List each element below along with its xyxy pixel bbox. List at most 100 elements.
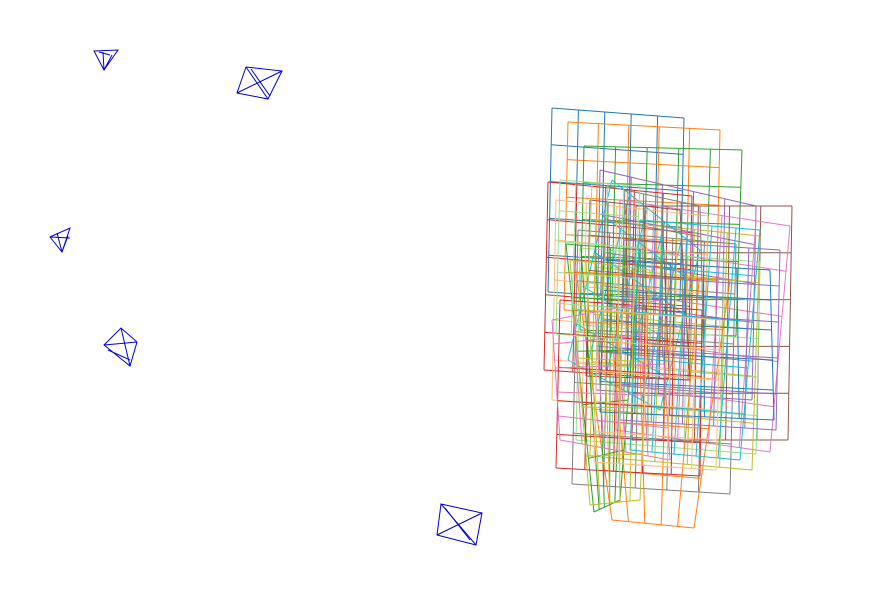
board-grid-line [550, 181, 683, 192]
camera-outline [236, 66, 283, 100]
board-grid-line [623, 239, 781, 251]
board-grid-line [575, 439, 757, 455]
board-grid-line [660, 276, 669, 525]
camera-edge [436, 512, 483, 536]
camera-frustum [49, 227, 71, 254]
board-grid-line [575, 247, 581, 441]
board-grid-line [556, 433, 701, 444]
board-grid-line [738, 220, 757, 448]
board-grid-line [717, 227, 737, 459]
board-grid-line [581, 406, 645, 409]
board-grid-line [651, 221, 665, 453]
board-grid-line [585, 287, 677, 347]
board-grid-line [613, 303, 618, 472]
calibration-board [555, 179, 641, 341]
board-grid-line [619, 245, 787, 272]
board-grid-line [599, 169, 757, 207]
board-grid-line [599, 185, 607, 353]
board-grid-line [643, 205, 649, 379]
board-grid-line [601, 183, 609, 338]
board-grid-line [577, 357, 647, 363]
board-grid-line [556, 302, 634, 310]
board-grid-line [614, 248, 626, 503]
board-grid-line [558, 366, 702, 377]
board-grid-line [547, 291, 681, 301]
board-grid-line [654, 126, 660, 315]
board-grid-line [551, 199, 557, 401]
board-grid-line [637, 265, 757, 277]
board-grid-line [596, 370, 719, 381]
board-grid-line [567, 159, 720, 169]
camera-edge [236, 70, 283, 94]
board-grid-line [787, 205, 793, 441]
board-grid-line [567, 121, 721, 131]
board-grid-line [551, 107, 685, 119]
board-grid-line [686, 229, 695, 465]
board-grid-line [695, 225, 713, 457]
board-grid-line [571, 297, 637, 301]
board-grid-line [693, 279, 731, 529]
board-grid-line [604, 218, 701, 238]
board-grid-line [585, 261, 601, 505]
board-grid-line [611, 519, 695, 529]
board-grid-line [565, 243, 641, 251]
board-grid-line [558, 241, 637, 249]
board-grid-line [673, 148, 680, 334]
board-grid-line [617, 311, 623, 464]
board-grid-line [572, 184, 578, 373]
board-grid-line [691, 317, 697, 469]
board-grid-line [680, 201, 684, 359]
board-grid-line [729, 243, 737, 495]
board-grid-line [555, 467, 701, 477]
board-grid-line [639, 219, 761, 231]
board-grid-line [593, 461, 717, 471]
board-grid-line [585, 375, 691, 381]
calibration-boards [543, 107, 793, 529]
board-grid-line [555, 299, 561, 469]
board-grid-line [555, 333, 633, 341]
board-grid-line [681, 243, 687, 425]
board-grid-line [620, 383, 777, 395]
board-grid-line [547, 107, 553, 293]
board-grid-line [555, 199, 709, 217]
board-grid-line [662, 205, 668, 441]
board-grid-line [556, 391, 667, 397]
board-grid-line [606, 201, 609, 377]
board-grid-line [594, 311, 605, 449]
board-grid-line [751, 235, 761, 471]
board-grid-line [633, 357, 749, 369]
board-grid-line [559, 439, 671, 461]
calibration-board [629, 219, 761, 461]
board-grid-line [629, 190, 635, 377]
board-grid-line [629, 219, 641, 451]
board-grid-line [641, 193, 645, 356]
board-grid-line [775, 249, 781, 431]
board-grid-line [599, 351, 705, 361]
board-grid-line [589, 499, 641, 506]
camera-frustum [93, 49, 119, 71]
board-grid-line [699, 309, 703, 477]
camera-frustum [436, 503, 483, 546]
board-grid-line [593, 499, 621, 513]
board-grid-line [579, 145, 585, 331]
board-grid-line [594, 251, 685, 315]
board-grid-line [600, 111, 606, 296]
board-grid-line [555, 179, 561, 335]
board-grid-line [609, 247, 611, 505]
board-grid-line [595, 400, 718, 411]
board-grid-line [715, 319, 721, 471]
camera-frustum [236, 66, 283, 100]
board-grid-line [577, 362, 758, 378]
board-grid-line [580, 245, 600, 510]
camera-edge [103, 341, 138, 346]
board-grid-line [563, 121, 569, 311]
camera-frustum [103, 327, 138, 367]
board-grid-line [603, 289, 771, 301]
camera-edge [103, 54, 113, 71]
camera-edge [444, 507, 471, 541]
board-grid-line [593, 309, 599, 463]
board-grid-line [769, 225, 791, 453]
board-grid-line [571, 483, 731, 495]
board-grid-line [666, 315, 672, 467]
